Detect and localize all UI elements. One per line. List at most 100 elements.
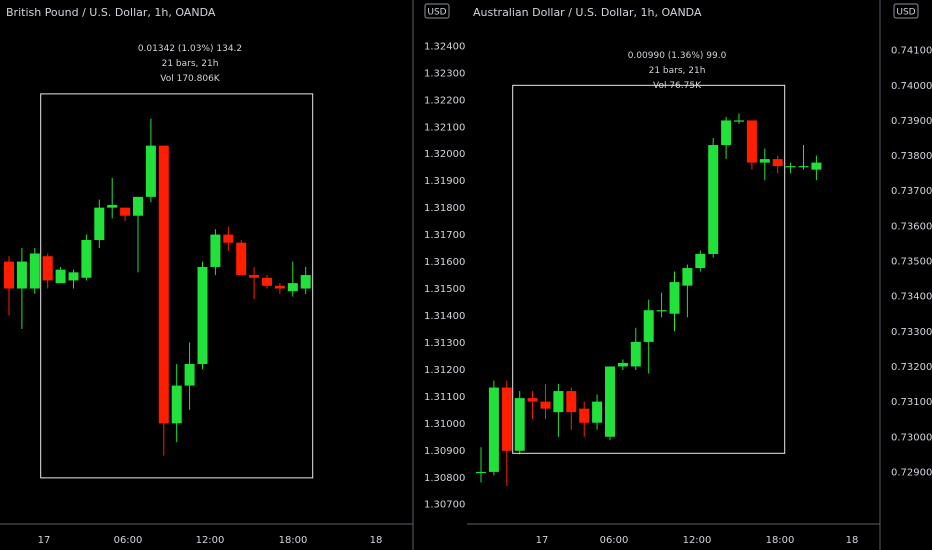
candle xyxy=(120,207,131,222)
candle-body xyxy=(798,166,809,168)
candle xyxy=(236,239,247,276)
gbpusd-price-tick: 1.31400 xyxy=(424,311,465,322)
candle-body xyxy=(94,207,105,240)
audusd-panel[interactable]: Australian Dollar / U.S. Dollar, 1h, OAN… xyxy=(467,0,932,550)
candle-body xyxy=(643,310,654,342)
candle-body xyxy=(223,234,234,243)
gbpusd-price-tick: 1.31200 xyxy=(424,365,465,376)
audusd-price-tick: 0.73200 xyxy=(891,362,932,373)
candle xyxy=(643,299,654,374)
candle xyxy=(107,177,118,219)
candle-body xyxy=(501,387,512,451)
audusd-measure-box xyxy=(512,84,786,454)
candle-body xyxy=(669,282,680,314)
candle xyxy=(772,155,783,174)
candle-body xyxy=(145,145,156,197)
candle xyxy=(527,391,538,420)
audusd-measure-volume: Vol 76.75K xyxy=(653,81,702,91)
audusd-price-tick: 0.73300 xyxy=(891,327,932,338)
candle xyxy=(4,256,14,316)
audusd-price-tick: 0.74000 xyxy=(891,81,932,92)
gbpusd-price-tick: 1.32000 xyxy=(424,149,465,160)
candle-body xyxy=(746,120,757,163)
candle xyxy=(210,229,221,276)
gbpusd-currency-box xyxy=(424,3,450,19)
candle-body xyxy=(617,362,628,367)
candle-body xyxy=(197,266,208,365)
gbpusd-measure-bars: 21 bars, 21h xyxy=(162,59,219,69)
candle xyxy=(579,401,590,437)
gbpusd-currency-badge[interactable]: USD xyxy=(424,3,450,19)
candle xyxy=(488,380,499,476)
candle xyxy=(605,366,615,441)
candle xyxy=(133,196,143,273)
candle-body xyxy=(811,162,822,170)
candle-body xyxy=(68,272,79,281)
candle-body xyxy=(55,269,66,284)
candle-body xyxy=(708,145,719,254)
audusd-price-axis[interactable]: 0.74100 0.74000 0.73900 0.73800 0.73700 0.736… xyxy=(891,46,932,479)
candle xyxy=(300,266,311,294)
candle xyxy=(759,148,770,181)
candle-body xyxy=(721,120,732,146)
audusd-price-tick: 0.73900 xyxy=(891,116,932,127)
candle xyxy=(785,162,796,174)
candle-body xyxy=(274,285,285,289)
audusd-currency-box xyxy=(893,3,919,19)
candle-body xyxy=(682,268,693,286)
candle-body xyxy=(184,364,195,386)
candle xyxy=(171,364,182,443)
candle-body xyxy=(527,398,538,402)
candle-body xyxy=(4,261,14,289)
audusd-currency-badge[interactable]: USD xyxy=(893,3,919,19)
gbpusd-time-tick: 06:00 xyxy=(114,535,143,546)
candle-body xyxy=(262,277,272,286)
candle xyxy=(501,380,512,486)
audusd-time-tick: 12:00 xyxy=(683,535,712,546)
audusd-title: Australian Dollar / U.S. Dollar, 1h, OAN… xyxy=(473,6,702,19)
candle xyxy=(287,261,298,297)
candle xyxy=(553,384,564,437)
candle-body xyxy=(488,387,499,472)
candle xyxy=(811,155,822,181)
candle xyxy=(29,248,40,294)
candle-body xyxy=(158,145,169,424)
candle-body xyxy=(592,401,603,423)
gbpusd-measure-box xyxy=(40,93,314,479)
candle xyxy=(262,275,272,289)
gbpusd-title: British Pound / U.S. Dollar, 1h, OANDA xyxy=(6,6,216,19)
candle xyxy=(630,327,641,370)
candle-body xyxy=(772,159,783,167)
gbpusd-candles xyxy=(4,118,311,456)
candle xyxy=(249,266,260,300)
gbpusd-price-axis[interactable]: 1.32400 1.32300 1.32200 1.32100 1.32000 1.319… xyxy=(424,41,465,510)
candle xyxy=(734,113,744,124)
candle-body xyxy=(133,196,143,216)
candle xyxy=(94,199,105,249)
audusd-measure-change: 0.00990 (1.36%) 99.0 xyxy=(628,51,727,61)
candle-body xyxy=(249,275,260,278)
gbpusd-price-tick: 1.31300 xyxy=(424,338,465,349)
candle xyxy=(197,261,208,370)
candle-body xyxy=(785,166,796,168)
gbpusd-price-tick: 1.32400 xyxy=(424,41,465,52)
candle xyxy=(81,234,92,281)
gbpusd-price-tick: 1.31000 xyxy=(424,419,465,430)
audusd-time-axis[interactable]: 17 06:00 12:00 18:00 18 xyxy=(536,535,859,546)
candle-body xyxy=(734,120,744,122)
candle xyxy=(274,283,285,294)
candle-body xyxy=(476,471,486,474)
gbpusd-panel[interactable]: British Pound / U.S. Dollar, 1h, OANDA 0… xyxy=(0,0,465,550)
gbpusd-price-tick: 1.31500 xyxy=(424,284,465,295)
candle xyxy=(223,226,234,251)
gbpusd-time-axis[interactable]: 17 06:00 12:00 18:00 18 xyxy=(38,535,383,546)
candle xyxy=(158,145,169,456)
candle-body xyxy=(16,261,27,289)
candle-body xyxy=(566,391,577,413)
gbpusd-price-tick: 1.31700 xyxy=(424,230,465,241)
audusd-measure-bars: 21 bars, 21h xyxy=(649,66,706,76)
audusd-price-tick: 0.73700 xyxy=(891,186,932,197)
candle xyxy=(55,266,66,284)
gbpusd-measure-change: 0.01342 (1.03%) 134.2 xyxy=(138,44,242,54)
